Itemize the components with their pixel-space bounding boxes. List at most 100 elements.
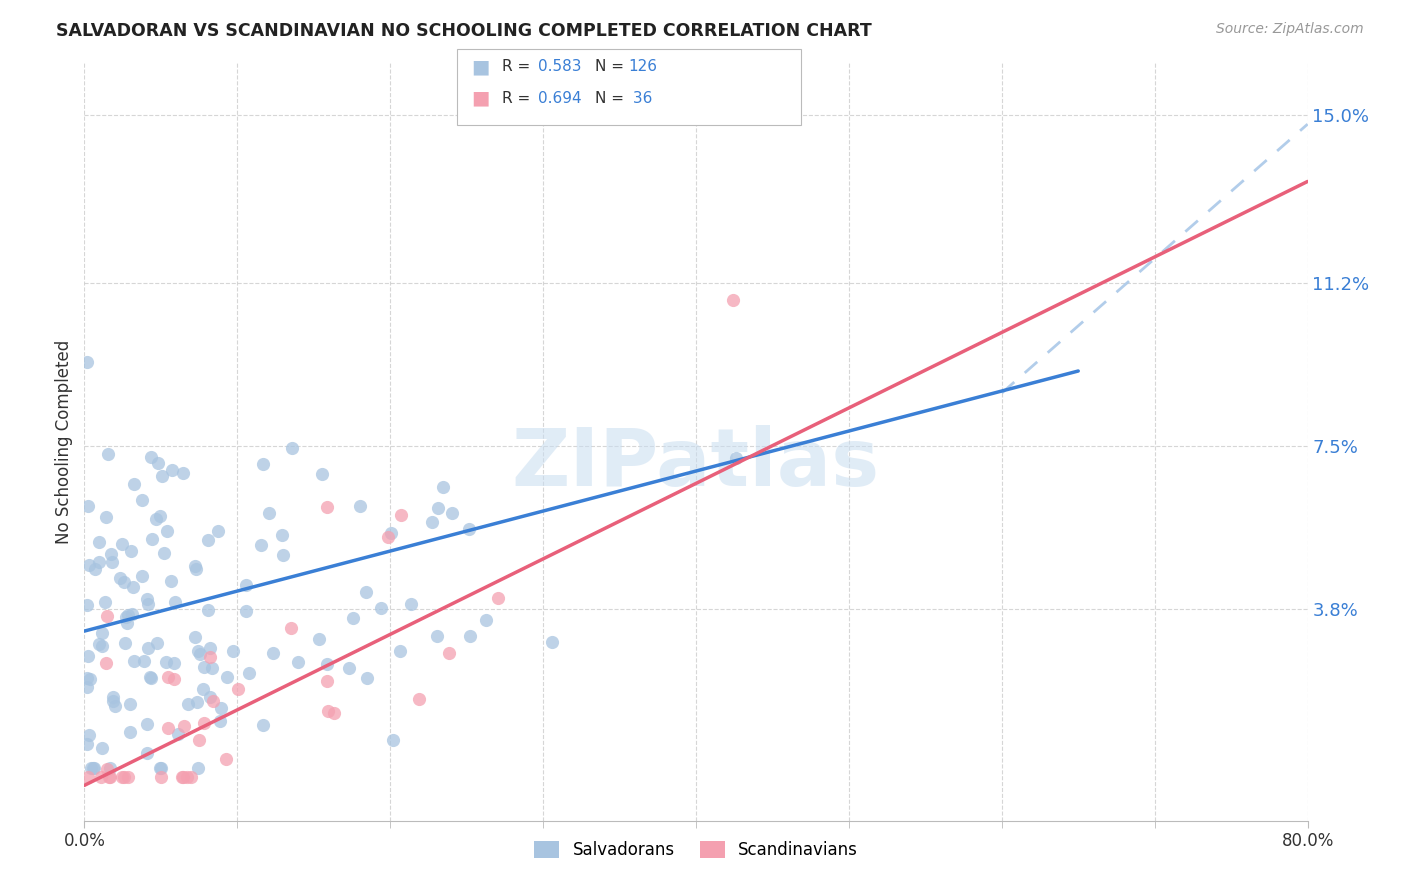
Salvadorans bbox=[115, 615, 138, 630]
Salvadorans bbox=[89, 535, 111, 549]
Scandinavians bbox=[214, 752, 236, 766]
Scandinavians bbox=[96, 762, 118, 776]
Salvadorans bbox=[94, 595, 117, 609]
Salvadorans bbox=[311, 467, 333, 481]
Scandinavians bbox=[157, 670, 180, 684]
Salvadorans bbox=[150, 469, 173, 483]
Salvadorans bbox=[122, 477, 145, 491]
Salvadorans bbox=[136, 746, 159, 760]
Salvadorans bbox=[77, 648, 100, 663]
Scandinavians bbox=[188, 733, 211, 747]
Salvadorans bbox=[82, 761, 104, 775]
Salvadorans bbox=[118, 725, 141, 739]
Salvadorans bbox=[150, 761, 173, 775]
Salvadorans bbox=[120, 544, 142, 558]
Scandinavians bbox=[173, 719, 195, 733]
Salvadorans bbox=[280, 441, 302, 455]
Salvadorans bbox=[131, 493, 153, 508]
Salvadorans bbox=[160, 463, 183, 477]
Salvadorans bbox=[316, 657, 339, 671]
Salvadorans bbox=[122, 654, 145, 668]
Scandinavians bbox=[391, 508, 413, 523]
Salvadorans bbox=[76, 599, 98, 613]
Salvadorans bbox=[238, 666, 260, 681]
Salvadorans bbox=[136, 716, 159, 731]
Salvadorans bbox=[382, 733, 405, 747]
Salvadorans bbox=[201, 661, 224, 675]
Salvadorans bbox=[149, 761, 172, 775]
Salvadorans bbox=[475, 613, 498, 627]
Salvadorans bbox=[121, 607, 143, 622]
Salvadorans bbox=[177, 697, 200, 711]
Text: 0.583: 0.583 bbox=[538, 60, 582, 74]
Salvadorans bbox=[420, 516, 443, 530]
Scandinavians bbox=[90, 770, 112, 784]
Salvadorans bbox=[139, 670, 162, 684]
Legend: Salvadorans, Scandinavians: Salvadorans, Scandinavians bbox=[527, 834, 865, 865]
Salvadorans bbox=[139, 450, 162, 464]
Salvadorans bbox=[172, 466, 194, 480]
Salvadorans bbox=[155, 655, 177, 669]
Salvadorans bbox=[87, 555, 110, 569]
Salvadorans bbox=[166, 727, 188, 741]
Salvadorans bbox=[94, 509, 117, 524]
Salvadorans bbox=[222, 644, 245, 658]
Salvadorans bbox=[122, 581, 145, 595]
Salvadorans bbox=[257, 506, 280, 520]
Salvadorans bbox=[101, 556, 124, 570]
Salvadorans bbox=[114, 635, 136, 649]
Salvadorans bbox=[197, 603, 219, 617]
Scandinavians bbox=[486, 591, 509, 606]
Salvadorans bbox=[209, 701, 232, 715]
Salvadorans bbox=[427, 501, 450, 516]
Scandinavians bbox=[316, 500, 339, 515]
Salvadorans bbox=[198, 690, 221, 704]
Scandinavians bbox=[96, 609, 118, 624]
Salvadorans bbox=[100, 548, 122, 562]
Salvadorans bbox=[83, 761, 105, 775]
Salvadorans bbox=[136, 597, 159, 611]
Salvadorans bbox=[156, 524, 179, 538]
Scandinavians bbox=[322, 706, 344, 720]
Scandinavians bbox=[176, 770, 198, 784]
Salvadorans bbox=[111, 537, 134, 551]
Scandinavians bbox=[316, 673, 339, 688]
Salvadorans bbox=[200, 641, 222, 656]
Salvadorans bbox=[141, 532, 163, 546]
Salvadorans bbox=[84, 562, 107, 576]
Salvadorans bbox=[273, 548, 295, 562]
Salvadorans bbox=[458, 522, 481, 536]
Salvadorans bbox=[132, 654, 155, 668]
Salvadorans bbox=[184, 558, 207, 573]
Salvadorans bbox=[163, 656, 186, 670]
Salvadorans bbox=[187, 644, 209, 658]
Salvadorans bbox=[188, 647, 211, 661]
Salvadorans bbox=[370, 601, 392, 615]
Salvadorans bbox=[76, 680, 98, 694]
Salvadorans bbox=[87, 637, 110, 651]
Scandinavians bbox=[280, 621, 302, 635]
Salvadorans bbox=[79, 672, 101, 686]
Salvadorans bbox=[193, 660, 215, 674]
Salvadorans bbox=[145, 512, 167, 526]
Salvadorans bbox=[163, 595, 186, 609]
Salvadorans bbox=[356, 671, 378, 685]
Salvadorans bbox=[115, 610, 138, 624]
Salvadorans bbox=[91, 639, 114, 653]
Salvadorans bbox=[389, 644, 412, 658]
Scandinavians bbox=[408, 692, 430, 706]
Salvadorans bbox=[139, 671, 162, 685]
Salvadorans bbox=[153, 546, 176, 560]
Salvadorans bbox=[120, 697, 142, 711]
Salvadorans bbox=[208, 714, 231, 728]
Salvadorans bbox=[440, 506, 463, 520]
Scandinavians bbox=[156, 721, 179, 735]
Salvadorans bbox=[145, 636, 167, 650]
Text: ■: ■ bbox=[471, 88, 489, 108]
Salvadorans bbox=[432, 480, 454, 494]
Scandinavians bbox=[437, 646, 460, 660]
Scandinavians bbox=[193, 716, 215, 731]
Salvadorans bbox=[380, 526, 402, 541]
Text: N =: N = bbox=[595, 91, 628, 105]
Salvadorans bbox=[184, 630, 207, 644]
